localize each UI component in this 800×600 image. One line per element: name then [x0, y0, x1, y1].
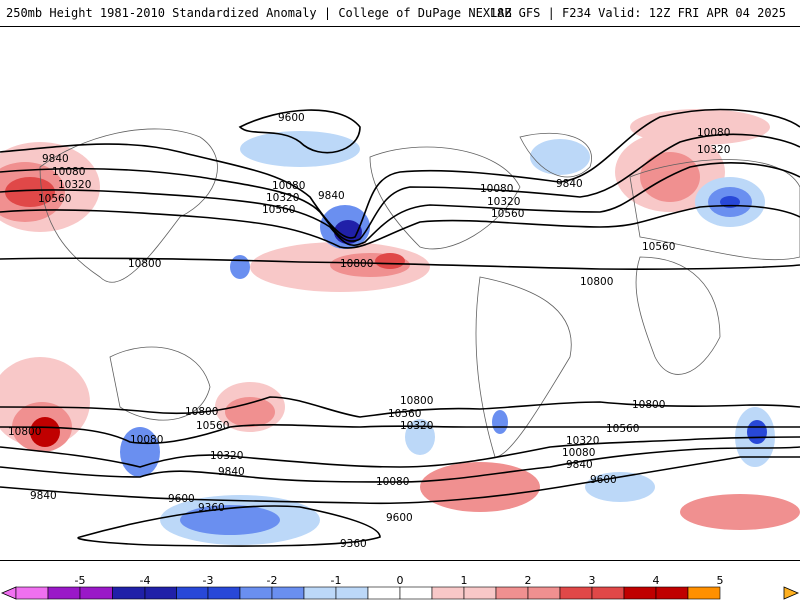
svg-text:10080: 10080 — [130, 434, 163, 446]
anomaly-colorbar — [0, 586, 800, 600]
svg-text:10560: 10560 — [38, 193, 71, 205]
colorbar-tick: 0 — [396, 574, 404, 587]
model-valid-time: 18Z GFS | F234 Valid: 12Z FRI APR 04 202… — [489, 6, 786, 20]
colorbar-segment — [112, 586, 146, 600]
svg-text:10320: 10320 — [58, 179, 91, 191]
colorbar-segment — [79, 586, 113, 600]
colorbar-arrow-left — [0, 586, 17, 600]
colorbar-segment — [303, 586, 337, 600]
colorbar-tick: -4 — [139, 574, 151, 587]
svg-text:10320: 10320 — [697, 144, 730, 156]
colorbar-segment — [495, 586, 529, 600]
svg-text:9600: 9600 — [278, 112, 305, 124]
svg-text:9600: 9600 — [590, 474, 617, 486]
svg-text:10560: 10560 — [642, 241, 675, 253]
svg-text:10800: 10800 — [632, 399, 665, 411]
svg-text:10320: 10320 — [566, 435, 599, 447]
colorbar-segment — [591, 586, 625, 600]
colorbar-tick: -3 — [202, 574, 214, 587]
colorbar-segment — [399, 586, 433, 600]
svg-text:9600: 9600 — [386, 512, 413, 524]
colorbar-tick: -2 — [266, 574, 278, 587]
map-title: 250mb Height 1981-2010 Standardized Anom… — [6, 6, 512, 20]
svg-text:10560: 10560 — [262, 204, 295, 216]
svg-text:10800: 10800 — [580, 276, 613, 288]
svg-text:10320: 10320 — [400, 420, 433, 432]
colorbar-segment — [207, 586, 241, 600]
colorbar-segment — [47, 586, 81, 600]
svg-text:10080: 10080 — [52, 166, 85, 178]
colorbar-segment — [176, 586, 209, 600]
colorbar-segment — [623, 586, 657, 600]
svg-text:10560: 10560 — [196, 420, 229, 432]
svg-text:10320: 10320 — [266, 192, 299, 204]
svg-text:10320: 10320 — [210, 450, 243, 462]
anomaly-map: 9600 9840 10080 10320 10560 10800 9840 1… — [0, 26, 800, 561]
colorbar-arrow-right — [783, 586, 800, 600]
svg-text:9840: 9840 — [556, 178, 583, 190]
colorbar-segment — [335, 586, 369, 600]
svg-text:10080: 10080 — [376, 476, 409, 488]
colorbar-segment — [15, 586, 49, 600]
colorbar-tick: 5 — [716, 574, 724, 587]
svg-text:10080: 10080 — [272, 180, 305, 192]
svg-text:9360: 9360 — [198, 502, 225, 514]
svg-text:10560: 10560 — [606, 423, 639, 435]
svg-text:10800: 10800 — [8, 426, 41, 438]
svg-text:9840: 9840 — [30, 490, 57, 502]
svg-text:10080: 10080 — [480, 183, 513, 195]
svg-text:10800: 10800 — [185, 406, 218, 418]
svg-text:9600: 9600 — [168, 493, 195, 505]
svg-text:10800: 10800 — [340, 258, 373, 270]
colorbar-segment — [144, 586, 177, 600]
colorbar-tick: 4 — [652, 574, 660, 587]
colorbar-segment — [527, 586, 561, 600]
colorbar-segment — [559, 586, 593, 600]
colorbar-tick: -5 — [74, 574, 86, 587]
colorbar-segment — [239, 586, 273, 600]
svg-text:9360: 9360 — [340, 538, 367, 550]
svg-text:10320: 10320 — [487, 196, 520, 208]
svg-text:10080: 10080 — [562, 447, 595, 459]
svg-text:9840: 9840 — [318, 190, 345, 202]
svg-text:9840: 9840 — [566, 459, 593, 471]
colorbar-segment — [687, 586, 721, 600]
colorbar-segment — [271, 586, 305, 600]
colorbar-tick: 3 — [588, 574, 596, 587]
svg-text:10800: 10800 — [128, 258, 161, 270]
colorbar-segment — [463, 586, 497, 600]
colorbar-tick: 2 — [524, 574, 532, 587]
contour-labels: 9600 9840 10080 10320 10560 10800 9840 1… — [8, 112, 730, 550]
colorbar-segment — [431, 586, 465, 600]
colorbar-segment — [367, 586, 401, 600]
map-canvas: 9600 9840 10080 10320 10560 10800 9840 1… — [0, 108, 800, 550]
coastlines — [39, 128, 800, 458]
height-contours — [0, 108, 800, 547]
svg-text:9840: 9840 — [42, 153, 69, 165]
svg-text:9840: 9840 — [218, 466, 245, 478]
svg-text:10560: 10560 — [388, 408, 421, 420]
colorbar-segment — [655, 586, 689, 600]
colorbar-tick: 1 — [460, 574, 468, 587]
svg-text:10080: 10080 — [697, 127, 730, 139]
colorbar-tick: -1 — [330, 574, 342, 587]
svg-text:10560: 10560 — [491, 208, 524, 220]
svg-text:10800: 10800 — [400, 395, 433, 407]
